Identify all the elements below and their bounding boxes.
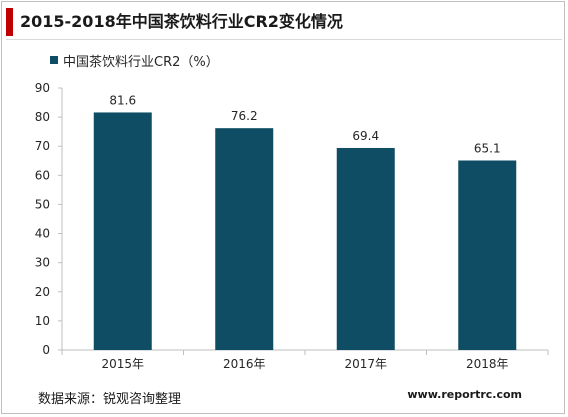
bar: [93, 112, 152, 350]
bar: [458, 160, 517, 350]
data-label: 76.2: [231, 109, 258, 123]
data-label: 81.6: [109, 93, 136, 107]
x-tick-label: 2015年: [101, 357, 144, 371]
y-tick-label: 20: [35, 285, 50, 299]
y-tick-label: 50: [35, 197, 50, 211]
y-tick-label: 90: [35, 81, 50, 95]
x-tick-label: 2018年: [466, 357, 509, 371]
data-source: 数据来源：锐观咨询整理: [38, 392, 182, 407]
data-label: 65.1: [474, 141, 501, 155]
chart-title: 2015-2018年中国茶饮料行业CR2变化情况: [20, 12, 343, 31]
x-tick-label: 2017年: [344, 357, 387, 371]
title-divider: [6, 39, 562, 40]
legend-label: 中国茶饮料行业CR2（%）: [63, 54, 219, 70]
y-tick-label: 70: [35, 139, 50, 153]
legend-swatch: [50, 56, 58, 64]
y-tick-label: 40: [35, 227, 50, 241]
website-url: www.reportrc.com: [407, 388, 522, 401]
y-tick-label: 0: [42, 343, 50, 357]
data-label: 69.4: [352, 129, 379, 143]
y-tick-label: 30: [35, 256, 50, 270]
legend: 中国茶饮料行业CR2（%）: [50, 52, 219, 70]
x-tick-label: 2016年: [223, 357, 266, 371]
bar: [215, 128, 274, 350]
y-tick-label: 80: [35, 110, 50, 124]
title-accent-bar: [6, 8, 13, 36]
y-tick-label: 60: [35, 168, 50, 182]
bar: [336, 147, 395, 350]
y-tick-label: 10: [35, 314, 50, 328]
